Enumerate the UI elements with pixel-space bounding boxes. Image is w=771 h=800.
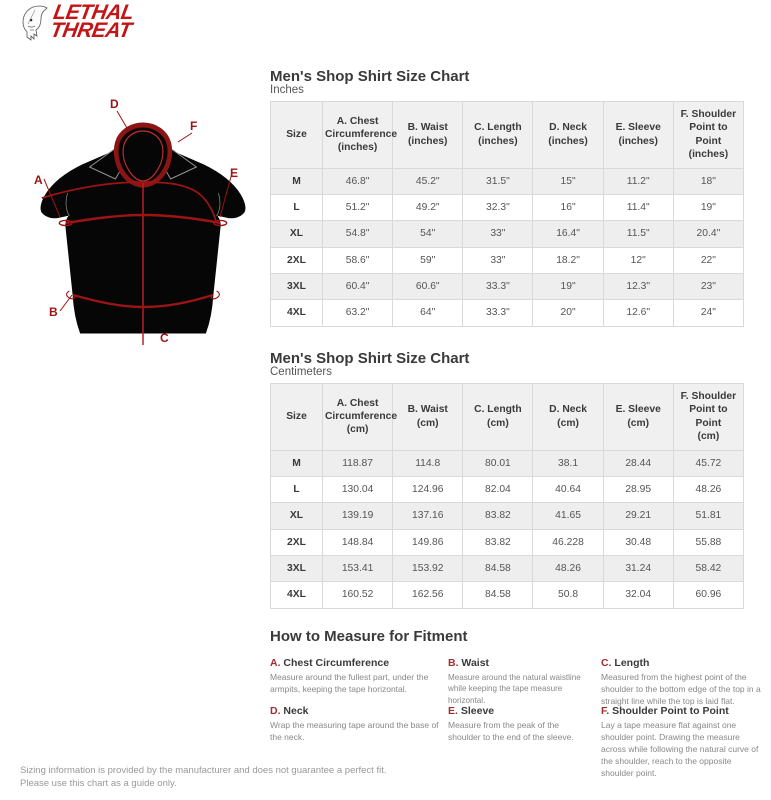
svg-text:A: A (34, 173, 43, 187)
svg-text:D: D (110, 97, 119, 111)
svg-text:F: F (190, 119, 197, 133)
svg-text:E: E (230, 166, 238, 180)
svg-text:C: C (160, 331, 169, 345)
svg-text:B: B (49, 305, 58, 319)
